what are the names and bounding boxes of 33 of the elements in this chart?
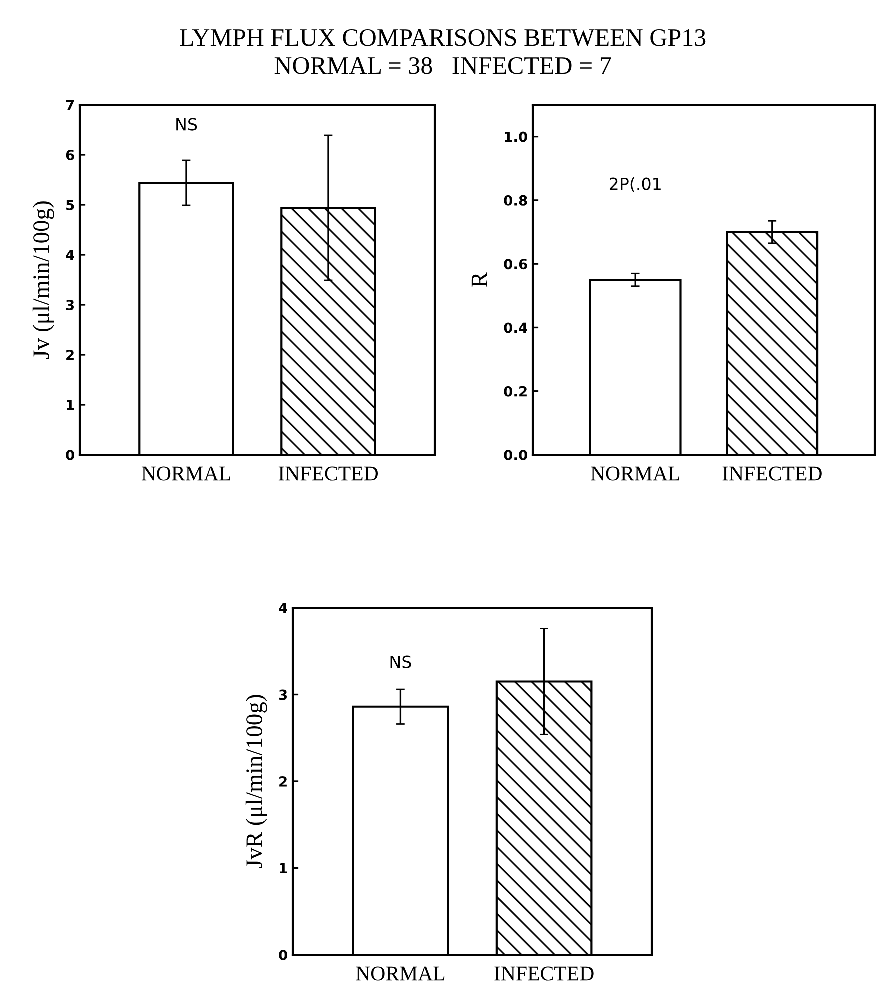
chart-title: LYMPH FLUX COMPARISONS BETWEEN GP13 [180, 29, 706, 46]
y-tick-label: 4 [279, 603, 288, 614]
y-tick-label: 3 [66, 300, 74, 310]
y-tick-label: 1 [67, 400, 74, 410]
y-tick-label: 1 [280, 863, 288, 874]
y-tick-label: 7 [66, 100, 74, 110]
y-tick-label: 3 [279, 690, 288, 700]
y-tick-label: 0.4 [504, 322, 528, 334]
y-tick-label: 4 [66, 250, 74, 260]
y-tick-label: 0 [66, 450, 74, 460]
y-tick-label: 2 [66, 350, 74, 360]
annotation: NS [390, 656, 412, 668]
x-tick-label: INFECTED [278, 466, 378, 481]
annotation: 2P(.01 [610, 177, 661, 192]
y-tick-label: 6 [66, 150, 74, 160]
y-tick-label: 2 [280, 776, 287, 787]
y-axis-title: R [472, 272, 488, 288]
y-tick-label: 5 [66, 200, 74, 210]
y-tick-label: 0.0 [504, 450, 528, 460]
y-tick-label: 1.0 [505, 132, 528, 142]
y-tick-label: 0 [279, 950, 288, 960]
y-axis-title: Jv (μl/min/100g) [32, 202, 54, 359]
y-axis-title: JvR (μl/min/100g) [246, 695, 268, 868]
x-tick-label: NORMAL [591, 466, 680, 481]
chart-subtitle: NORMAL = 38 INFECTED = 7 [274, 57, 612, 74]
y-tick-label: 0.2 [504, 386, 527, 397]
x-tick-label: INFECTED [722, 466, 822, 481]
y-tick-label: 0.8 [504, 195, 528, 206]
annotation: NS [176, 118, 198, 131]
x-tick-label: NORMAL [356, 966, 445, 981]
x-tick-label: INFECTED [494, 966, 594, 981]
y-tick-label: 0.6 [504, 259, 528, 270]
x-tick-label: NORMAL [142, 466, 230, 481]
